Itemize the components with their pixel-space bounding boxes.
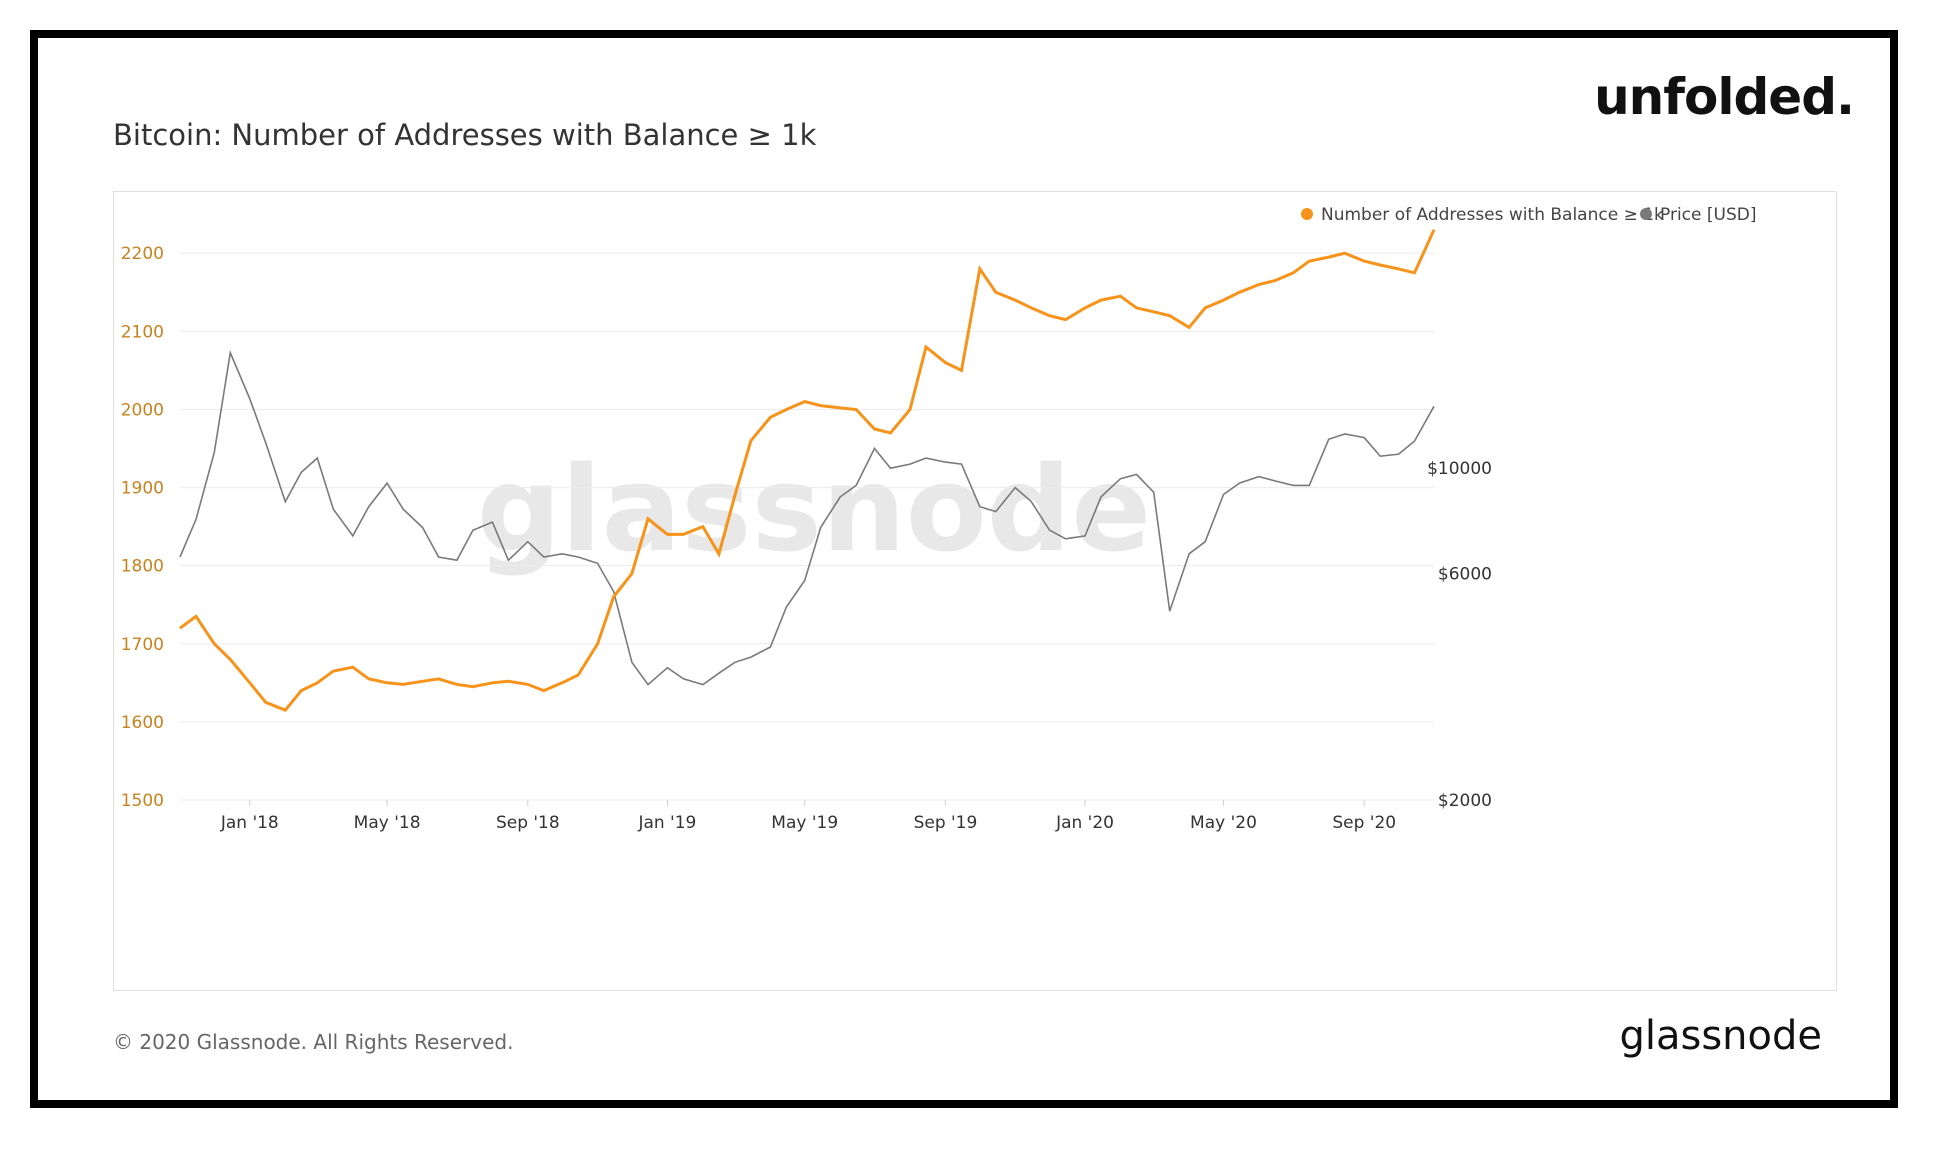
- chart-title: Bitcoin: Number of Addresses with Balanc…: [113, 118, 817, 152]
- x-axis-tick-label: May '20: [1190, 813, 1257, 833]
- legend-marker-addresses: [1301, 208, 1313, 220]
- addresses-series-line: [179, 229, 1436, 713]
- x-axis-tick-label: Sep '18: [496, 813, 560, 833]
- x-axis-tick-label: May '18: [354, 813, 421, 833]
- x-axis-tick-label: Jan '20: [1055, 813, 1114, 833]
- glassnode-logo: glassnode: [1619, 1013, 1822, 1059]
- chart-svg: glassnode 1500 1600 1700 1800 1900 2000 2100 22…: [121, 205, 1757, 833]
- legend-marker-price: [1640, 208, 1652, 220]
- left-axis-ticks: 1500 1600 1700 1800 1900 2000 2100 2200: [121, 244, 164, 811]
- copyright-text: © 2020 Glassnode. All Rights Reserved.: [113, 1030, 514, 1054]
- x-axis-ticks: Jan '18 May '18 Sep '18 Jan '19 May '19 Sep '…: [220, 800, 1396, 833]
- legend-label-price: Price [USD]: [1660, 205, 1756, 225]
- chart-container: glassnode 1500 1600 1700 1800 1900 2000 2100 22…: [113, 191, 1837, 991]
- legend-label-addresses: Number of Addresses with Balance ≥ 1k: [1321, 205, 1664, 225]
- right-axis-tick-label: $6000: [1438, 564, 1492, 584]
- watermark-text: glassnode: [477, 440, 1152, 578]
- x-axis-tick-label: Jan '18: [220, 813, 279, 833]
- gridlines: [180, 252, 1434, 801]
- left-axis-tick-label: 2100: [121, 322, 164, 342]
- x-axis-tick-label: May '19: [771, 813, 838, 833]
- chart-frame: unfolded. Bitcoin: Number of Addresses w…: [30, 30, 1898, 1108]
- unfolded-logo: unfolded.: [1594, 68, 1855, 126]
- legend[interactable]: Number of Addresses with Balance ≥ 1k Pr…: [1301, 205, 1756, 225]
- right-axis-tick-label: $10000: [1427, 459, 1492, 479]
- x-axis-tick-label: Jan '19: [637, 813, 696, 833]
- left-axis-tick-label: 1500: [121, 791, 164, 811]
- left-axis-tick-label: 1900: [121, 479, 164, 499]
- left-axis-tick-label: 1700: [121, 635, 164, 655]
- x-axis-tick-label: Sep '19: [914, 813, 978, 833]
- right-axis-ticks: $2000 $6000 $10000: [1427, 459, 1492, 811]
- left-axis-tick-label: 1800: [121, 557, 164, 577]
- price-series-line: [179, 349, 1435, 686]
- left-axis-tick-label: 2000: [121, 400, 164, 420]
- x-axis-tick-label: Sep '20: [1332, 813, 1396, 833]
- left-axis-tick-label: 2200: [121, 244, 164, 264]
- right-axis-tick-label: $2000: [1438, 791, 1492, 811]
- left-axis-tick-label: 1600: [121, 713, 164, 733]
